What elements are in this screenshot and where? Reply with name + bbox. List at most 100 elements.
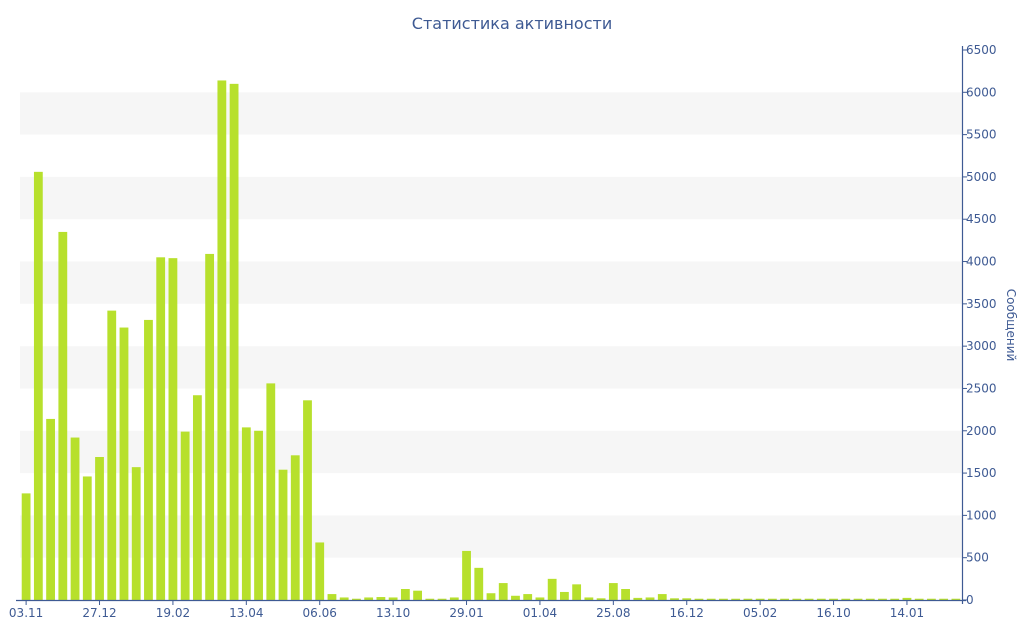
bar xyxy=(254,430,263,600)
bar xyxy=(645,597,655,600)
bar xyxy=(217,80,227,600)
y-tick-label: 2500 xyxy=(966,381,997,395)
x-tick-label: 03.11 xyxy=(9,606,43,620)
bar xyxy=(303,400,312,600)
bar xyxy=(731,598,741,600)
bar xyxy=(804,598,814,600)
bar xyxy=(657,594,667,600)
bar xyxy=(902,597,912,600)
bar xyxy=(315,542,325,600)
x-tick-label: 06.06 xyxy=(303,606,337,620)
bar xyxy=(608,583,618,600)
bar xyxy=(413,590,423,600)
bar xyxy=(119,327,129,600)
bars-group xyxy=(21,80,961,601)
bar xyxy=(878,598,887,600)
y-tick-label: 3500 xyxy=(966,297,997,311)
bar xyxy=(168,258,178,600)
bar xyxy=(107,310,117,600)
bar xyxy=(682,598,692,600)
bar xyxy=(547,578,557,600)
x-tick-label: 13.10 xyxy=(376,606,410,620)
bar xyxy=(425,598,435,600)
bar xyxy=(156,257,166,600)
y-tick-label: 500 xyxy=(966,551,989,565)
grid-band xyxy=(20,176,962,220)
bar xyxy=(865,598,875,600)
bar xyxy=(498,583,508,600)
bar xyxy=(767,598,777,600)
bar xyxy=(584,597,594,600)
bar xyxy=(364,597,374,600)
bar xyxy=(951,598,961,600)
grid-band xyxy=(20,92,962,135)
bar xyxy=(278,469,288,600)
y-tick-label: 4000 xyxy=(966,255,997,269)
y-tick-label: 0 xyxy=(966,593,974,607)
bar xyxy=(376,597,386,600)
bar xyxy=(914,598,924,600)
bar xyxy=(474,567,484,600)
bar xyxy=(192,395,202,600)
axes-group xyxy=(16,46,966,604)
x-tick-label: 05.02 xyxy=(743,606,777,620)
y-tick-label: 6000 xyxy=(966,85,997,99)
bar xyxy=(339,597,349,600)
bar xyxy=(841,598,851,600)
bar xyxy=(144,319,153,600)
y-tick-label: 5000 xyxy=(966,170,997,184)
bar xyxy=(559,591,569,600)
bar xyxy=(829,598,838,600)
bar xyxy=(927,598,936,600)
bar xyxy=(719,598,728,600)
bar xyxy=(46,418,55,600)
bar xyxy=(792,598,802,600)
x-tick-label: 27.12 xyxy=(82,606,116,620)
bar xyxy=(853,598,863,600)
y-tick-label: 1500 xyxy=(966,466,997,480)
bar xyxy=(290,455,300,600)
bar xyxy=(523,594,533,600)
x-tick-label: 13.04 xyxy=(229,606,263,620)
bar xyxy=(33,171,43,600)
bar xyxy=(743,598,753,600)
y-axis-label: Сообщений xyxy=(1004,289,1018,362)
bar xyxy=(229,83,239,601)
bar xyxy=(82,476,92,600)
bar xyxy=(694,598,704,600)
bar xyxy=(939,598,949,600)
bar xyxy=(388,597,398,600)
y-tick-label: 4500 xyxy=(966,212,997,226)
bar xyxy=(327,594,337,600)
bar xyxy=(755,598,765,600)
x-tick-label: 16.10 xyxy=(816,606,850,620)
bar xyxy=(621,589,630,600)
x-tick-label: 25.08 xyxy=(596,606,630,620)
x-tick-label: 01.04 xyxy=(523,606,557,620)
bar xyxy=(780,598,790,600)
bar xyxy=(70,437,80,600)
bar xyxy=(205,253,215,600)
bar xyxy=(633,597,643,600)
bar xyxy=(486,593,496,600)
bar xyxy=(131,467,141,600)
y-tick-label: 2000 xyxy=(966,424,997,438)
x-axis-ticks: 03.11 27.12 19.02 13.04 06.06 13.10 29.01 01.04… xyxy=(9,600,924,620)
bar xyxy=(535,597,545,600)
chart-title: Статистика активности xyxy=(411,14,613,33)
y-tick-label: 5500 xyxy=(966,128,997,142)
bar xyxy=(670,598,679,600)
bar xyxy=(180,431,190,600)
bar xyxy=(449,597,459,600)
bar xyxy=(816,598,826,600)
bar xyxy=(58,231,68,600)
bar xyxy=(511,595,520,600)
bar xyxy=(890,598,900,600)
y-tick-label: 3000 xyxy=(966,339,997,353)
x-tick-label: 16.12 xyxy=(670,606,704,620)
bar xyxy=(706,598,716,600)
bar xyxy=(400,589,410,600)
bar xyxy=(241,427,251,600)
x-tick-label: 19.02 xyxy=(156,606,190,620)
